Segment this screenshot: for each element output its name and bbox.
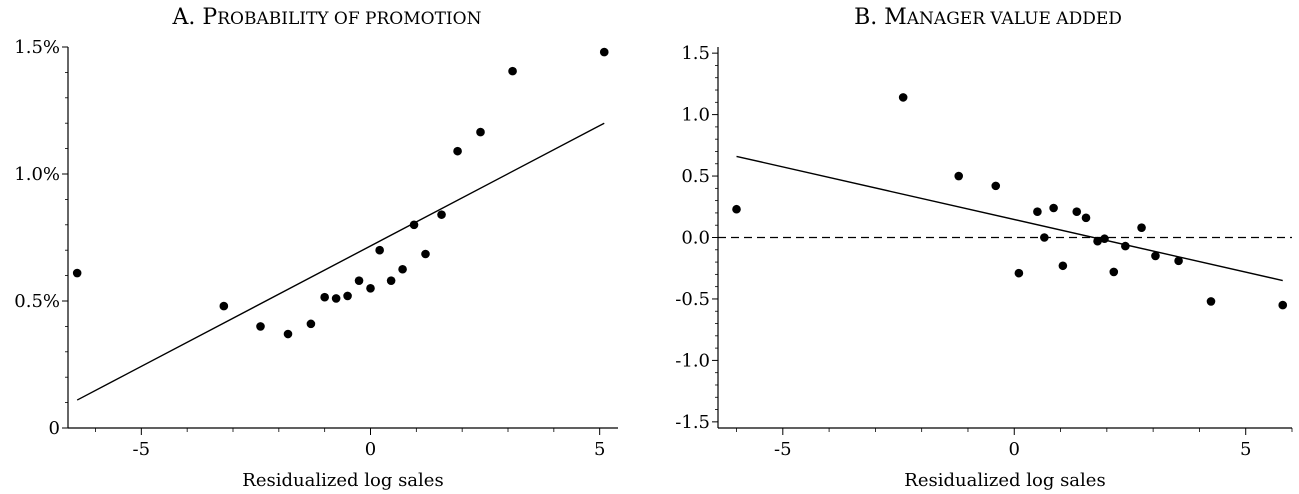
data-point: [256, 322, 265, 331]
panel-probability-of-promotion: A. PROBABILITY OF PROMOTION Residualized…: [14, 5, 618, 491]
y-tick-label: 0: [49, 418, 60, 439]
x-tick-label: 0: [365, 439, 376, 460]
data-point: [398, 264, 407, 274]
panel-title-rest: ROBABILITY OF PROMOTION: [217, 9, 481, 29]
data-point: [1278, 300, 1288, 310]
data-point: [409, 220, 419, 230]
data-point: [1151, 251, 1160, 261]
data-point: [1014, 268, 1024, 278]
data-point: [1174, 256, 1183, 266]
y-tick-label: 1.5%: [14, 37, 60, 58]
x-tick-label: -5: [774, 439, 792, 460]
data-point: [366, 284, 375, 293]
data-point: [437, 210, 446, 219]
y-tick-label: 1.5: [681, 43, 710, 64]
data-point: [1081, 213, 1091, 223]
y-tick-label: -0.5: [675, 289, 710, 310]
data-point: [508, 66, 517, 76]
data-point: [72, 268, 82, 278]
panel-title: A. PROBABILITY OF PROMOTION: [172, 5, 482, 30]
data-point: [306, 319, 316, 329]
y-tick-label: 0.5: [681, 166, 710, 187]
data-point: [1100, 234, 1109, 244]
x-tick-label: -5: [133, 439, 151, 460]
y-tick-label: -1.5: [675, 412, 710, 433]
y-tick-label: 1.0%: [14, 164, 60, 185]
y-tick-label: 0.0: [681, 228, 710, 249]
data-point: [954, 171, 964, 181]
y-tick-label: 0.5%: [14, 291, 60, 312]
fit-line: [76, 122, 605, 401]
data-point: [898, 93, 908, 102]
data-point: [1072, 207, 1082, 216]
data-point: [1206, 297, 1216, 306]
data-point: [354, 276, 364, 285]
data-point: [1137, 223, 1146, 232]
data-point: [283, 329, 293, 339]
data-point: [219, 301, 229, 311]
panel-title: B. MANAGER VALUE ADDED: [854, 5, 1122, 30]
data-point: [1121, 241, 1130, 251]
panel-manager-value-added: B. MANAGER VALUE ADDED Residualized log …: [675, 5, 1293, 491]
panel-title-initial: B. M: [854, 5, 907, 30]
x-axis-label: Residualized log sales: [242, 470, 443, 491]
data-point: [1040, 233, 1049, 242]
x-axis-label: Residualized log sales: [904, 470, 1105, 491]
data-point: [732, 204, 741, 214]
y-tick-label: -1.0: [675, 350, 710, 371]
data-point: [331, 294, 341, 303]
data-point: [1033, 207, 1042, 216]
panel-title-rest: ANAGER VALUE ADDED: [906, 9, 1122, 29]
x-tick-label: 0: [1009, 439, 1020, 460]
y-tick-label: 1.0: [681, 105, 710, 126]
data-point: [421, 249, 430, 259]
data-point: [386, 276, 396, 285]
data-point: [453, 146, 462, 156]
x-tick-label: 5: [1240, 439, 1251, 460]
data-point: [476, 127, 485, 137]
fit-line: [736, 155, 1283, 282]
data-point: [1109, 267, 1119, 277]
panel-title-initial: A. P: [172, 5, 218, 30]
data-point: [375, 245, 384, 255]
x-tick-label: 5: [594, 439, 605, 460]
data-point: [343, 291, 352, 301]
data-point: [1049, 203, 1058, 213]
data-point: [599, 47, 609, 57]
data-point: [991, 181, 1001, 191]
data-point: [320, 292, 329, 302]
data-point: [1058, 261, 1068, 271]
data-point: [1093, 236, 1102, 246]
